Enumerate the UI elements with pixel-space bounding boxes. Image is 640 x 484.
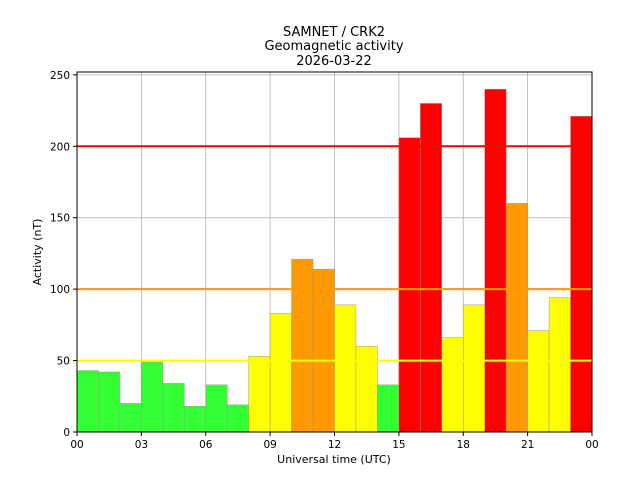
bar-hour-14 bbox=[377, 384, 400, 433]
bar-hour-17 bbox=[441, 337, 464, 433]
x-axis-label: Universal time (UTC) bbox=[277, 453, 391, 466]
bar-hour-7 bbox=[226, 404, 249, 433]
bar-hour-0 bbox=[76, 370, 99, 433]
bar-hour-19 bbox=[484, 88, 507, 433]
bar-hour-23 bbox=[570, 116, 593, 433]
bar-hour-3 bbox=[141, 361, 164, 433]
bar-hour-12 bbox=[334, 304, 357, 433]
y-tick-label: 250 bbox=[50, 70, 70, 82]
bar-hour-8 bbox=[248, 356, 271, 433]
y-tick-label: 200 bbox=[50, 141, 70, 153]
y-tick-label: 150 bbox=[50, 213, 70, 225]
bar-hour-18 bbox=[463, 304, 485, 433]
y-tick-label: 50 bbox=[57, 356, 70, 368]
bar-hour-6 bbox=[205, 384, 228, 433]
y-axis-label: Activity (nT) bbox=[31, 219, 44, 286]
x-tick-label: 06 bbox=[199, 439, 213, 451]
x-tick-label: 18 bbox=[457, 439, 470, 451]
bar-hour-13 bbox=[355, 346, 378, 433]
x-tick-label: 00 bbox=[70, 439, 83, 451]
bar-hour-16 bbox=[420, 103, 443, 433]
x-tick-label: 00 bbox=[585, 439, 598, 451]
bar-hour-20 bbox=[505, 203, 528, 433]
y-tick-label: 100 bbox=[50, 284, 70, 296]
bar-hour-1 bbox=[98, 371, 121, 433]
y-tick-label: 0 bbox=[63, 427, 70, 439]
bar-hour-10 bbox=[291, 258, 314, 433]
bar-hour-21 bbox=[527, 330, 550, 433]
bar-hour-15 bbox=[398, 137, 421, 433]
chart-title: SAMNET / CRK2 Geomagnetic activity 2026-… bbox=[264, 25, 403, 69]
x-tick-label: 15 bbox=[392, 439, 405, 451]
x-tick-label: 21 bbox=[521, 439, 534, 451]
x-tick-label: 03 bbox=[135, 439, 148, 451]
bar-hour-22 bbox=[548, 297, 571, 433]
bar-hour-2 bbox=[119, 403, 142, 433]
bar-hour-11 bbox=[312, 268, 335, 433]
x-tick-label: 09 bbox=[263, 439, 276, 451]
x-tick-label: 12 bbox=[328, 439, 341, 451]
bar-hour-5 bbox=[184, 406, 207, 433]
x-axis-ticks: 00 03 06 09 12 15 18 21 00 bbox=[70, 432, 599, 451]
title-line-3: 2026-03-22 bbox=[296, 54, 372, 69]
bar-hour-4 bbox=[162, 383, 185, 433]
threshold-lines bbox=[77, 145, 592, 362]
y-axis-ticks: 0 50 100 150 200 250 bbox=[50, 70, 77, 439]
title-line-2: Geomagnetic activity bbox=[264, 39, 403, 54]
bar-hour-9 bbox=[269, 313, 292, 433]
title-line-1: SAMNET / CRK2 bbox=[283, 25, 385, 40]
